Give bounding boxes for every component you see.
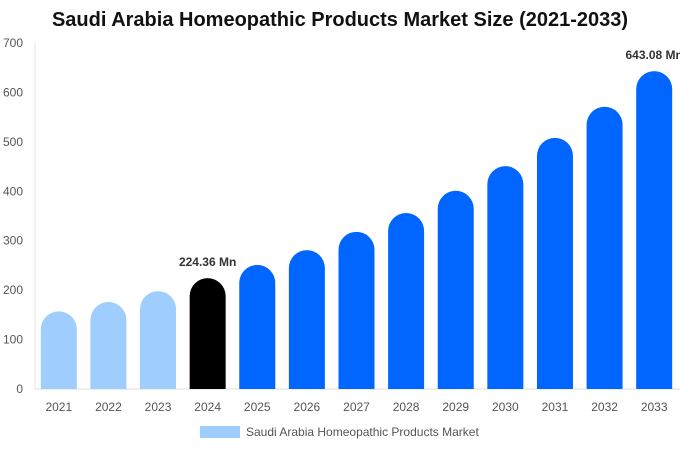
x-tick-label: 2022: [95, 400, 122, 414]
bar-2030: [487, 166, 524, 389]
x-tick-label: 2030: [492, 400, 519, 414]
y-tick-label: 200: [3, 283, 23, 297]
x-tick-label: 2024: [194, 400, 221, 414]
bar-2025: [239, 264, 276, 389]
y-tick-label: 300: [3, 234, 23, 248]
bar-2032: [586, 106, 623, 390]
x-tick-label: 2029: [442, 400, 469, 414]
x-tick-label: 2031: [542, 400, 569, 414]
x-tick-label: 2028: [393, 400, 420, 414]
y-tick-label: 400: [3, 184, 23, 198]
data-label: 643.08 Mn: [626, 48, 680, 62]
bar-2023: [140, 291, 177, 389]
bar-2028: [388, 213, 425, 389]
y-tick-label: 700: [3, 36, 23, 50]
bar-2026: [288, 250, 325, 389]
y-tick-label: 0: [16, 382, 23, 396]
x-tick-label: 2021: [45, 400, 72, 414]
bar-2021: [40, 311, 77, 389]
bar-2027: [338, 231, 375, 389]
bar-2029: [437, 190, 474, 389]
bar-2031: [536, 137, 573, 389]
y-tick-label: 100: [3, 333, 23, 347]
y-tick-label: 500: [3, 135, 23, 149]
legend-label: Saudi Arabia Homeopathic Products Market: [246, 425, 479, 439]
x-tick-label: 2025: [244, 400, 271, 414]
legend-swatch: [200, 426, 240, 438]
y-tick-label: 600: [3, 85, 23, 99]
x-tick-label: 2023: [145, 400, 172, 414]
x-tick-label: 2026: [294, 400, 321, 414]
x-tick-label: 2032: [591, 400, 618, 414]
x-tick-label: 2027: [343, 400, 370, 414]
bar-2022: [90, 302, 127, 389]
chart-title: Saudi Arabia Homeopathic Products Market…: [51, 9, 629, 31]
bar-2024: [189, 278, 226, 389]
legend: Saudi Arabia Homeopathic Products Market: [200, 425, 479, 439]
bar-2033: [636, 71, 673, 390]
x-tick-label: 2033: [641, 400, 668, 414]
data-label: 224.36 Mn: [179, 255, 236, 269]
